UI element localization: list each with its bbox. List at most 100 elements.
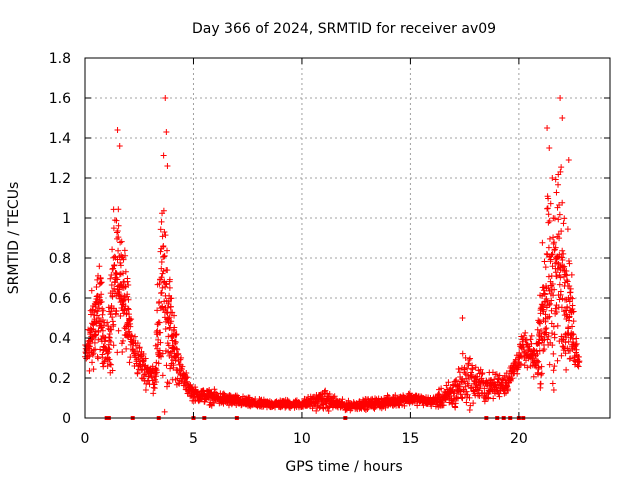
- y-tick-label: 0.8: [49, 251, 71, 267]
- data-point: [160, 243, 167, 250]
- data-point: [183, 375, 190, 382]
- data-point: [108, 272, 115, 279]
- data-point: [96, 305, 103, 312]
- data-point: [570, 308, 577, 315]
- chart-title: Day 366 of 2024, SRMTID for receiver av0…: [192, 21, 496, 37]
- data-point: [575, 353, 582, 360]
- data-point: [136, 344, 143, 351]
- data-point: [168, 295, 175, 302]
- data-point: [94, 308, 101, 315]
- data-point: [556, 281, 563, 288]
- data-point: [545, 211, 552, 218]
- data-point: [573, 340, 580, 347]
- data-point: [164, 304, 171, 311]
- data-point: [555, 181, 562, 188]
- y-axis-label: SRMTID / TECUs: [6, 182, 22, 295]
- data-point: [109, 293, 116, 300]
- data-point: [110, 342, 117, 349]
- data-point: [550, 292, 557, 299]
- data-point: [445, 391, 452, 398]
- data-point: [160, 207, 167, 214]
- data-point: [392, 392, 399, 399]
- data-point: [562, 339, 569, 346]
- data-point: [567, 355, 574, 362]
- data-point: [142, 387, 149, 394]
- data-point: [106, 356, 113, 363]
- data-point: [339, 396, 346, 403]
- data-point: [569, 295, 576, 302]
- data-point: [538, 363, 545, 370]
- data-point: [556, 202, 563, 209]
- data-point: [118, 238, 125, 245]
- data-point: [88, 287, 95, 294]
- y-tick-label: 0: [62, 411, 71, 427]
- data-point: [153, 369, 160, 376]
- x-tick-label: 5: [189, 431, 198, 447]
- data-point: [124, 278, 131, 285]
- data-point: [549, 330, 556, 337]
- data-point: [550, 234, 557, 241]
- data-point: [541, 346, 548, 353]
- data-point: [150, 384, 157, 391]
- x-axis-label: GPS time / hours: [285, 459, 402, 475]
- data-point: [175, 350, 182, 357]
- data-point: [470, 400, 477, 407]
- data-point: [100, 307, 107, 314]
- data-point: [534, 371, 541, 378]
- data-point: [463, 388, 470, 395]
- data-point: [521, 348, 528, 355]
- data-point: [121, 247, 128, 254]
- data-point: [570, 331, 577, 338]
- data-point: [443, 382, 450, 389]
- data-point: [166, 284, 173, 291]
- data-point: [134, 340, 141, 347]
- data-point: [106, 334, 113, 341]
- data-point: [120, 270, 127, 277]
- data-point: [330, 394, 337, 401]
- data-point: [557, 274, 564, 281]
- data-point: [116, 143, 123, 149]
- data-point: [549, 342, 556, 349]
- data-point: [458, 394, 465, 401]
- data-point: [461, 369, 468, 376]
- data-point: [571, 361, 578, 368]
- data-point: [553, 273, 560, 280]
- data-point: [560, 250, 567, 257]
- data-point: [87, 325, 94, 332]
- data-point: [539, 239, 546, 246]
- data-point: [558, 228, 565, 235]
- data-point: [159, 350, 166, 357]
- data-point: [467, 355, 474, 362]
- data-point: [173, 331, 180, 338]
- y-tick-label: 0.4: [49, 331, 71, 347]
- data-point: [211, 386, 218, 393]
- data-point: [549, 175, 556, 182]
- data-point: [211, 399, 218, 406]
- y-tick-label: 1: [62, 211, 71, 227]
- data-point: [546, 145, 553, 151]
- data-point: [551, 215, 558, 222]
- data-point: [495, 375, 502, 382]
- data-point: [109, 246, 116, 253]
- data-point: [573, 346, 580, 353]
- data-point: [156, 280, 163, 287]
- data-point: [559, 199, 566, 206]
- data-point: [95, 355, 102, 362]
- data-point: [459, 350, 466, 357]
- data-point: [183, 369, 190, 376]
- data-point: [563, 366, 570, 373]
- data-point: [108, 361, 115, 368]
- data-point: [149, 377, 156, 384]
- data-point: [130, 346, 137, 353]
- x-tick-label: 0: [81, 431, 90, 447]
- data-point: [449, 381, 456, 388]
- data-point: [99, 351, 106, 358]
- data-point: [192, 384, 199, 391]
- data-point: [170, 344, 177, 351]
- data-point: [122, 252, 129, 259]
- data-point: [465, 361, 472, 368]
- data-point: [109, 314, 116, 321]
- x-tick-label: 15: [401, 431, 419, 447]
- data-point: [534, 359, 541, 366]
